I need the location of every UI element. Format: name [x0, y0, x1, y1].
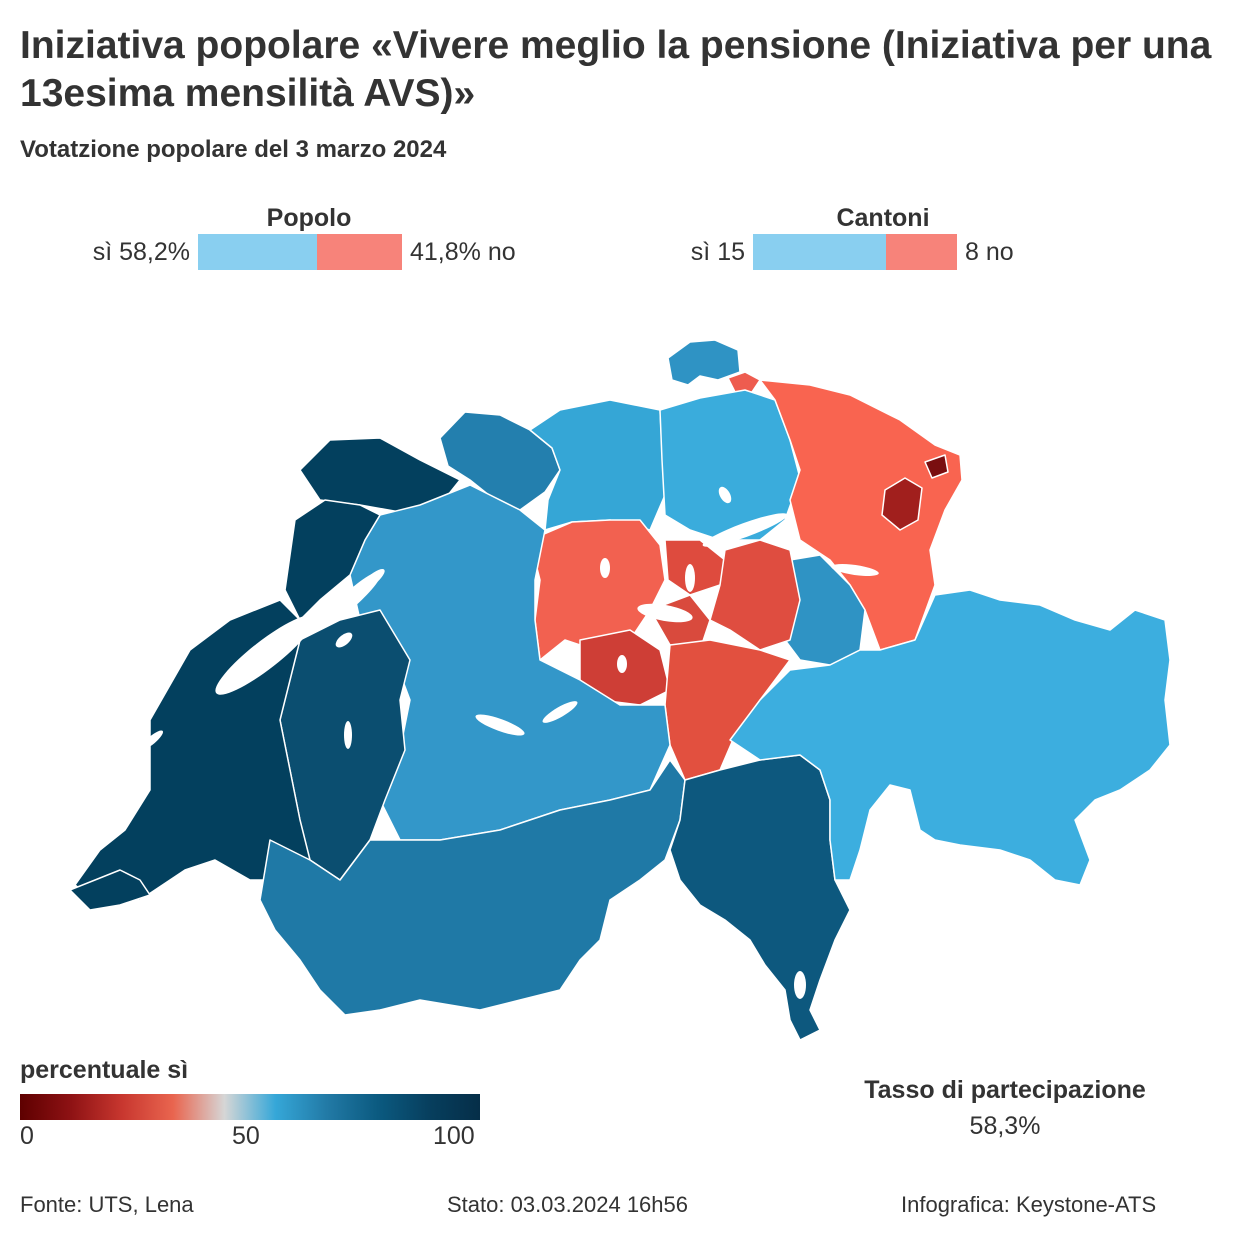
canton-valais: [259, 759, 686, 1016]
status-timestamp: Stato: 03.03.2024 16h56: [447, 1192, 688, 1217]
people-yes-segment: [198, 234, 317, 270]
canton-ticino: [669, 754, 851, 1041]
lake-biel: [359, 569, 385, 591]
canton-zurich: [659, 389, 801, 541]
people-no-segment: [316, 234, 402, 270]
lake-zug: [685, 564, 695, 592]
canton-appenzell-outer: [924, 454, 949, 479]
people-yes-label: sì 58,2%: [92, 238, 190, 266]
chart-subtitle: Votatzione popolare del 3 marzo 2024: [20, 136, 447, 163]
cantons-no-segment: [886, 234, 957, 270]
lake-walensee: [831, 564, 879, 576]
lake-joux: [140, 730, 164, 750]
lake-thun: [475, 714, 525, 736]
lake-gruyere: [344, 721, 352, 749]
lake-greifensee: [718, 486, 732, 504]
chart-title: Iniziativa popolare «Vivere meglio la pe…: [20, 24, 1212, 115]
people-result-bar: [198, 234, 402, 270]
turnout-value: 58,3%: [969, 1112, 1041, 1140]
cantons-no-label: 8 no: [965, 238, 1014, 266]
lake-lugano: [794, 971, 806, 999]
cantons-yes-label: sì 15: [690, 238, 745, 266]
switzerland-map: [69, 339, 1171, 1041]
turnout-label: Tasso di partecipazione: [864, 1076, 1146, 1104]
people-heading: Popolo: [266, 204, 352, 232]
canton-graubunden: [729, 589, 1171, 886]
cantons-result-bar: [753, 234, 957, 270]
legend-title: percentuale sì: [20, 1056, 189, 1084]
canton-neuchatel: [284, 499, 381, 621]
cantons-heading: Cantoni: [836, 204, 930, 232]
lake-sarnen: [617, 655, 627, 673]
canton-appenzell-inner: [881, 477, 923, 531]
legend-tick-50: 50: [232, 1122, 260, 1150]
canton-thurgau-north: [727, 371, 761, 393]
lake-zurich: [702, 513, 788, 547]
canton-schaffhausen: [667, 339, 741, 386]
canton-schwyz: [709, 539, 801, 651]
lake-brienz: [542, 701, 578, 723]
lake-geneva: [215, 615, 315, 695]
legend-tick-0: 0: [20, 1122, 34, 1150]
legend-color-scale: [20, 1094, 480, 1120]
legend-tick-100: 100: [433, 1122, 475, 1150]
canton-geneva: [69, 869, 151, 911]
cantons-yes-segment: [753, 234, 887, 270]
canton-zug: [664, 539, 726, 596]
canton-basel: [439, 411, 561, 511]
people-no-label: 41,8% no: [410, 238, 516, 266]
credit-note: Infografica: Keystone-ATS: [901, 1192, 1157, 1217]
lake-murten: [335, 632, 353, 648]
lake-sempach: [600, 558, 610, 578]
source-note: Fonte: UTS, Lena: [20, 1192, 194, 1217]
lake-lucerne: [637, 603, 693, 623]
